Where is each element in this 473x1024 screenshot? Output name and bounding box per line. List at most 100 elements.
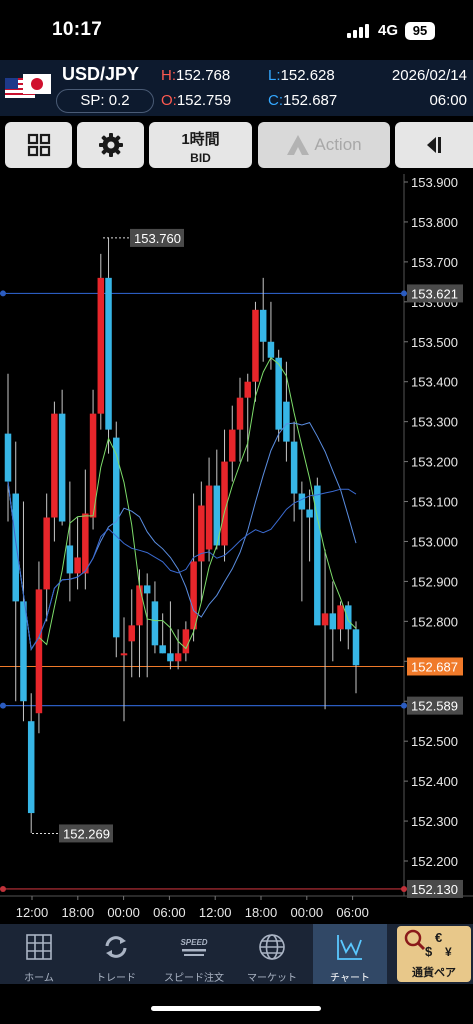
horizontal-line-label: 152.589 bbox=[411, 699, 458, 714]
chart-icon bbox=[337, 935, 362, 960]
nav-trade[interactable]: トレード bbox=[79, 924, 153, 984]
gear-icon bbox=[98, 133, 123, 157]
line-anchor-point bbox=[0, 290, 6, 297]
horizontal-line-label: 152.130 bbox=[411, 882, 458, 897]
candle-body bbox=[151, 601, 159, 646]
candle-body bbox=[4, 433, 12, 482]
price-tick-label: 153.700 bbox=[411, 255, 458, 270]
nav-chart-label: チャート bbox=[330, 973, 370, 984]
quote-header bbox=[0, 60, 473, 116]
candle-body bbox=[128, 625, 135, 642]
candle-body bbox=[35, 589, 43, 714]
speed-icon: SPEED bbox=[180, 938, 208, 956]
extreme-price-label: 152.269 bbox=[63, 826, 110, 841]
collapse-left-icon bbox=[427, 137, 441, 153]
candle-body bbox=[205, 485, 213, 550]
candle-body bbox=[244, 381, 251, 398]
settings-button[interactable] bbox=[77, 122, 144, 168]
moving-average-line bbox=[7, 481, 357, 651]
time-tick-label: 06:00 bbox=[153, 905, 186, 920]
price-tick-label: 153.900 bbox=[411, 175, 458, 190]
candle-body bbox=[252, 309, 259, 382]
candle-body bbox=[97, 277, 105, 414]
high-price: H:152.768 bbox=[161, 67, 231, 84]
candle-body bbox=[337, 605, 344, 630]
candle-body bbox=[190, 561, 197, 630]
candle-body bbox=[213, 485, 221, 546]
action-label: Action bbox=[314, 135, 362, 154]
candle-body bbox=[51, 413, 58, 518]
price-tick-label: 153.800 bbox=[411, 215, 458, 230]
status-bar: 10:17 4G 95 bbox=[0, 0, 473, 60]
price-tick-label: 152.300 bbox=[411, 814, 458, 829]
price-tick-label: 152.900 bbox=[411, 574, 458, 589]
time-tick-label: 12:00 bbox=[199, 905, 232, 920]
collapse-panel-button[interactable] bbox=[395, 122, 473, 168]
horizontal-line-label-bg bbox=[407, 284, 463, 303]
nav-home[interactable]: ホーム bbox=[2, 924, 76, 984]
candle-body bbox=[167, 653, 174, 662]
candle-body bbox=[58, 413, 66, 522]
low-price: L:152.628 bbox=[268, 67, 335, 84]
candle-body bbox=[267, 341, 275, 358]
timeframe-button[interactable]: 1時間 BID bbox=[149, 122, 252, 168]
network-type: 4G bbox=[378, 22, 399, 39]
globe-icon bbox=[259, 934, 285, 960]
extreme-price-label: 153.760 bbox=[134, 231, 181, 246]
layout-button[interactable] bbox=[5, 122, 72, 168]
currency-pair-button[interactable]: € $ ¥ 通貨ペア bbox=[397, 926, 471, 982]
svg-text:€: € bbox=[435, 930, 442, 945]
candle-body bbox=[345, 605, 352, 630]
status-time: 10:17 bbox=[52, 19, 103, 40]
home-indicator bbox=[151, 1006, 321, 1011]
nav-market[interactable]: マーケット bbox=[235, 924, 309, 984]
candle-body bbox=[352, 629, 360, 666]
price-tick-label: 152.200 bbox=[411, 854, 458, 869]
candle-body bbox=[221, 461, 228, 546]
layout-grid-icon bbox=[27, 133, 50, 157]
candle-body bbox=[159, 645, 166, 654]
candle-body bbox=[198, 505, 205, 562]
battery-icon: 95 bbox=[405, 22, 435, 40]
candle-body bbox=[82, 513, 89, 574]
price-tick-label: 153.300 bbox=[411, 415, 458, 430]
moving-average-line bbox=[7, 356, 357, 651]
candle-body bbox=[136, 585, 143, 626]
candle-body bbox=[306, 509, 313, 518]
candle-body bbox=[236, 397, 244, 430]
price-tick-label: 153.500 bbox=[411, 335, 458, 350]
grid-icon bbox=[26, 934, 52, 960]
line-anchor-point bbox=[401, 290, 407, 297]
bottom-navigation bbox=[0, 924, 473, 984]
nav-speed-order[interactable]: SPEED スピード注文 bbox=[157, 924, 231, 984]
candle-body bbox=[329, 613, 337, 630]
candle-body bbox=[74, 557, 81, 574]
candle-body bbox=[113, 437, 120, 638]
line-anchor-point bbox=[0, 702, 6, 709]
current-price-label-bg bbox=[407, 657, 463, 676]
svg-text:SPEED: SPEED bbox=[180, 938, 207, 947]
flag-icon bbox=[5, 74, 51, 98]
candle-body bbox=[298, 493, 306, 510]
price-chart[interactable]: 153.900153.800153.700153.600153.500153.4… bbox=[0, 174, 473, 924]
candle-body bbox=[314, 485, 321, 626]
line-anchor-point bbox=[401, 885, 407, 892]
action-button[interactable]: Action bbox=[258, 122, 390, 168]
currency-pair-title[interactable]: USD/JPY bbox=[62, 64, 140, 84]
nav-trade-label: トレード bbox=[96, 973, 136, 984]
candle-body bbox=[283, 401, 290, 442]
price-type-label: BID bbox=[190, 151, 211, 165]
candle-body bbox=[43, 517, 50, 590]
price-tick-label: 152.400 bbox=[411, 774, 458, 789]
line-anchor-point bbox=[401, 702, 407, 709]
candle-body bbox=[321, 613, 329, 626]
candle-body bbox=[120, 653, 128, 656]
candlestick-chart[interactable]: 153.900153.800153.700153.600153.500153.4… bbox=[0, 174, 473, 924]
candle-body bbox=[229, 429, 236, 462]
price-tick-label: 153.000 bbox=[411, 534, 458, 549]
time-tick-label: 06:00 bbox=[336, 905, 369, 920]
close-price: C:152.687 bbox=[268, 92, 338, 109]
nav-home-label: ホーム bbox=[24, 973, 54, 984]
nav-chart[interactable]: チャート bbox=[313, 924, 387, 984]
svg-text:$: $ bbox=[425, 944, 433, 959]
